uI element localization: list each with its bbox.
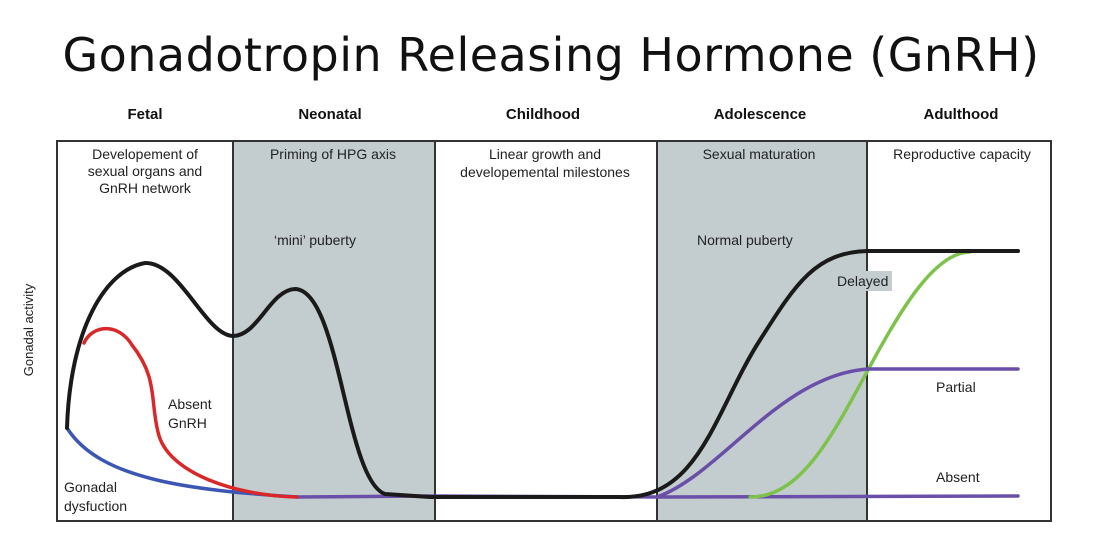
- chart-frame: [56, 140, 1052, 522]
- stage-header-childhood: Childhood: [506, 106, 580, 123]
- normal-curve: [65, 249, 1020, 500]
- stage-desc-childhood-2: developemental milestones: [460, 164, 630, 180]
- partial-label: Partial: [936, 379, 976, 395]
- neonatal-shading: [233, 141, 435, 521]
- absent-gnrh-curve: [82, 327, 299, 499]
- stage-desc-adolescence-1: Sexual maturation: [703, 146, 816, 162]
- mini-puberty-label: ‘mini’ puberty: [274, 232, 356, 248]
- stage-desc-adulthood-1: Reproductive capacity: [893, 146, 1031, 162]
- stage-header-adulthood: Adulthood: [924, 106, 999, 123]
- delayed-label: Delayed: [837, 273, 888, 289]
- gonadal-dysfunction-label-1: Gonadal: [64, 479, 117, 495]
- stage-header-neonatal: Neonatal: [298, 106, 361, 123]
- stage-desc-neonatal-1: Priming of HPG axis: [270, 146, 396, 162]
- stage-desc-fetal-2: sexual organs and: [88, 163, 202, 179]
- normal-puberty-label: Normal puberty: [697, 232, 793, 248]
- gonadal-dysfunction-label-2: dysfuction: [64, 498, 127, 514]
- adolescence-shading: [657, 141, 867, 521]
- partial-curve: [655, 367, 1020, 499]
- absent-gnrh-label-1: Absent: [168, 396, 212, 412]
- stage-header-fetal: Fetal: [127, 106, 162, 123]
- stage-desc-fetal-3: GnRH network: [99, 180, 192, 196]
- stage-desc-fetal-1: Developement of: [92, 146, 198, 162]
- absent-gnrh-label-2: GnRH: [168, 415, 207, 431]
- stage-header-adolescence: Adolescence: [714, 106, 807, 123]
- absent-label: Absent: [936, 469, 980, 485]
- stage-desc-childhood-1: Linear growth and: [489, 146, 601, 162]
- y-axis-label: Gonadal activity: [21, 283, 36, 376]
- page-title: Gonadotropin Releasing Hormone (GnRH): [62, 28, 1040, 82]
- delayed-label-bg: [834, 271, 892, 291]
